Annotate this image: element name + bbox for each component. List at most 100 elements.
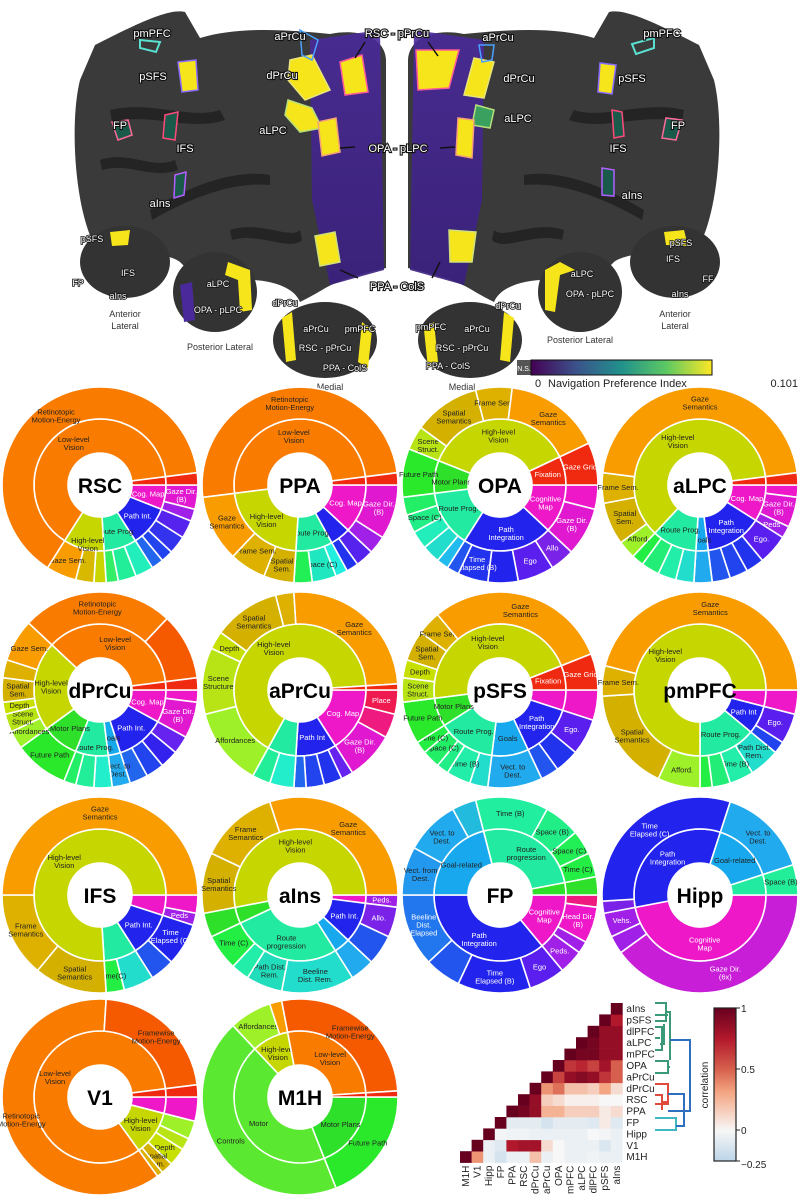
- heatmap-cell-FP-OPA: [552, 1117, 565, 1129]
- label-left-IFS: IFS: [176, 143, 193, 155]
- label-lp-OPA: OPA - pLPC: [194, 305, 243, 315]
- outer-segment-gaze-grid[interactable]: [558, 442, 599, 486]
- heatmap-row-label: PPA: [626, 1107, 646, 1118]
- heatmap-cell-OPA-mPFC: [564, 1060, 577, 1072]
- label-rp-OPA: OPA - pLPC: [566, 289, 615, 299]
- label-rm-aPrCu: aPrCu: [464, 324, 490, 334]
- outer-segment-unlabeled[interactable]: [164, 471, 199, 486]
- outer-label-space-b: Space (B): [764, 878, 798, 887]
- outer-label-retinotopic-motion-energy: Retinotopic Motion-Energy: [265, 395, 314, 412]
- sunburst-center: [669, 454, 731, 516]
- heatmap-cell-V1-mPFC: [564, 1139, 577, 1152]
- sunburst-aprcu: Place Gaze Dir. (B) Cog. Map Path Int Afforda…: [201, 591, 399, 789]
- heatmap-cell-RSC-dlPFC: [587, 1094, 600, 1106]
- heatmap-cell-FP-dlPFC: [587, 1117, 600, 1129]
- outer-segment-unlabeled[interactable]: [164, 1083, 199, 1098]
- heatmap-cell-M1H-V1: [471, 1151, 484, 1163]
- heatmap-cell-Hipp-FP: [494, 1128, 507, 1141]
- outer-segment-unlabeled[interactable]: [764, 471, 799, 486]
- heatmap-cell-PPA-OPA: [552, 1105, 565, 1118]
- heatmap-cell-V1-FP: [494, 1139, 507, 1152]
- label-rm-PPA: PPA - ColS: [426, 361, 470, 371]
- sunburst-title: M1H: [278, 1087, 322, 1110]
- outer-label-frame-sem: Frame Sem.: [598, 678, 639, 687]
- label-left-pmPFC: pmPFC: [133, 28, 170, 40]
- outer-label-ego: Ego.: [754, 535, 769, 544]
- outer-segment-unlabeled[interactable]: [365, 682, 399, 691]
- heatmap-cell-RSC-mPFC: [564, 1094, 577, 1106]
- heatmap-cell-FP-mPFC: [564, 1117, 577, 1129]
- outer-label-space-c: Space (C): [552, 847, 586, 856]
- sunburst-title: aIns: [279, 885, 321, 908]
- outer-segment-retinotopic-motion-energy[interactable]: [201, 386, 399, 499]
- outer-segment-retinotopic-motion-energy[interactable]: [1, 998, 159, 1196]
- outer-label-time-elapsed-c: Time Elapsed (C): [630, 822, 670, 839]
- outer-label-gaze-semantics: Gaze Semantics: [82, 805, 117, 822]
- label-lm-pmPFC: pmPFC: [345, 324, 376, 334]
- outer-segment-gaze-semantics[interactable]: [604, 591, 799, 691]
- outer-segment-gaze-grid[interactable]: [560, 652, 599, 691]
- colorbar-label: correlation: [700, 1062, 711, 1109]
- heatmap-cell-aLPC-dlPFC: [587, 1037, 600, 1049]
- label-right-dPrCu: dPrCu: [503, 73, 534, 85]
- label-lm-RSC: RSC - pPrCu: [299, 343, 352, 353]
- outer-segment-unlabeled[interactable]: [164, 676, 199, 691]
- sunburst-title: IFS: [84, 885, 117, 908]
- sunburst-rsc: Gaze Dir. (B)Cog. Map Path Int. Route Prog.…: [1, 386, 199, 584]
- label-right-FP: FP: [671, 120, 685, 132]
- outer-label-frame-sem: Frame Sem.: [474, 399, 515, 408]
- heatmap-cell-PPA-aLPC: [576, 1105, 588, 1118]
- heatmap-cell-OPA-pSFS: [599, 1060, 612, 1072]
- caption-lm: Medial: [317, 382, 344, 392]
- outer-label-place: Place: [372, 696, 391, 705]
- inner-label-fixation: Fixation: [535, 676, 561, 685]
- label-right-IFS: IFS: [609, 143, 626, 155]
- outer-segment-retinotopic-motion-energy[interactable]: [1, 386, 199, 569]
- heatmap-cell-RSC-RSC: [518, 1094, 530, 1106]
- sunburst-center: [469, 454, 531, 516]
- heatmap-cell-dPrCu-aLPC: [576, 1082, 588, 1095]
- heatmap-cell-dlPFC-aIns: [610, 1025, 623, 1038]
- inner-label-high-level-vision: High-level Vision: [257, 640, 291, 657]
- caption-rm: Medial: [449, 382, 476, 392]
- outer-label-gaze-semantics: Gaze Semantics: [337, 620, 372, 637]
- outer-label-time-c: Time (C): [219, 939, 248, 948]
- heatmap-cell-Hipp-dlPFC: [587, 1128, 600, 1141]
- sunburst-center: [69, 1066, 131, 1128]
- label-OPA-pLPC: OPA - pLPC: [368, 143, 427, 155]
- heatmap-cell-aPrCu-OPA: [552, 1071, 565, 1084]
- heatmap-row-label: FP: [626, 1118, 639, 1129]
- sunburst-center: [269, 454, 331, 516]
- outer-segment-gaze-semantics[interactable]: [1, 796, 199, 896]
- outer-segment-gaze-semantics[interactable]: [268, 796, 399, 896]
- sunburst-center: [69, 454, 131, 516]
- outer-segment-space-b[interactable]: [761, 863, 799, 896]
- outer-label-time-b: Time (B): [451, 760, 480, 769]
- outer-label-gaze-semantics: Gaze Semantics: [331, 820, 366, 837]
- outer-label-allo: Allo: [546, 544, 559, 553]
- outer-segment-gaze-dir-6x[interactable]: [619, 894, 799, 994]
- outer-segment-controls[interactable]: [201, 1024, 338, 1196]
- label-lm-PPA: PPA - ColS: [323, 363, 367, 373]
- outer-segment-unlabeled[interactable]: [563, 875, 599, 896]
- heatmap-cell-PPA-dPrCu: [529, 1105, 542, 1118]
- outer-segment-gaze-semantics[interactable]: [601, 386, 799, 478]
- heatmap-row-label: dPrCu: [626, 1084, 654, 1095]
- outer-label-afford: Afford.: [628, 535, 650, 544]
- inner-label-path-int: Path Int.: [125, 921, 153, 930]
- heatmap-column-label: aIns: [612, 1166, 623, 1185]
- inner-label-path-integration: Path Integration: [461, 931, 496, 948]
- outer-segment-unlabeled[interactable]: [364, 471, 399, 486]
- label-left-FP: FP: [113, 120, 127, 132]
- heatmap-cell-RSC-aLPC: [576, 1094, 588, 1106]
- outer-segment-time-elapsed-c[interactable]: [601, 796, 732, 903]
- heatmap-cell-M1H-dlPFC: [587, 1151, 600, 1163]
- sunburst-title: pSFS: [473, 680, 527, 703]
- outer-label-time-elapsed-b: Time Elapsed (B): [458, 555, 498, 572]
- label-la-aIns: aIns: [109, 291, 127, 301]
- caption-la-1: Anterior: [109, 309, 141, 319]
- outer-segment-unlabeled[interactable]: [365, 1090, 399, 1098]
- heatmap-cell-OPA-OPA: [552, 1060, 565, 1072]
